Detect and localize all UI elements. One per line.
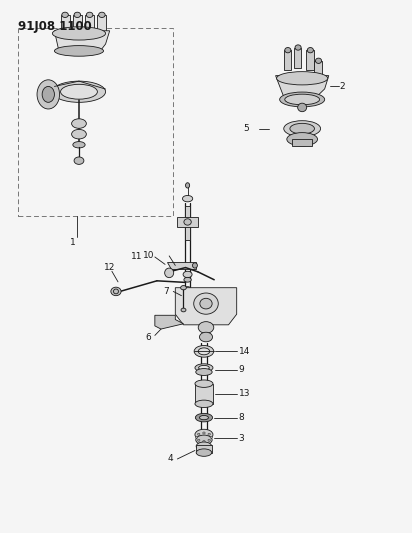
Bar	[185, 206, 190, 240]
Ellipse shape	[196, 449, 212, 456]
Ellipse shape	[198, 348, 210, 355]
Ellipse shape	[203, 440, 205, 442]
Text: 7: 7	[164, 287, 169, 296]
Bar	[85, 15, 94, 36]
Bar	[306, 50, 314, 70]
Ellipse shape	[37, 80, 60, 109]
Ellipse shape	[98, 12, 105, 18]
Ellipse shape	[276, 71, 328, 85]
Ellipse shape	[197, 439, 200, 441]
Ellipse shape	[295, 45, 301, 50]
Ellipse shape	[195, 380, 213, 387]
Ellipse shape	[287, 133, 318, 146]
Ellipse shape	[72, 119, 87, 128]
Ellipse shape	[183, 196, 193, 202]
Ellipse shape	[195, 400, 213, 408]
Text: 9: 9	[239, 366, 244, 374]
Ellipse shape	[196, 442, 212, 450]
Bar	[292, 139, 312, 146]
Text: 13: 13	[239, 389, 250, 398]
Ellipse shape	[199, 332, 213, 342]
Ellipse shape	[74, 12, 81, 18]
Bar	[97, 15, 106, 36]
Ellipse shape	[307, 47, 314, 53]
Polygon shape	[276, 76, 329, 97]
Ellipse shape	[280, 92, 325, 107]
Polygon shape	[176, 288, 236, 325]
Ellipse shape	[195, 364, 213, 372]
Ellipse shape	[195, 429, 213, 440]
Ellipse shape	[52, 81, 105, 102]
Bar	[294, 47, 301, 68]
Ellipse shape	[184, 219, 191, 225]
Ellipse shape	[199, 416, 208, 419]
Ellipse shape	[196, 435, 212, 445]
Ellipse shape	[61, 84, 97, 99]
Ellipse shape	[73, 142, 85, 148]
Ellipse shape	[210, 436, 213, 438]
Ellipse shape	[200, 298, 212, 309]
Text: 91J08 1100: 91J08 1100	[18, 20, 91, 33]
Ellipse shape	[195, 414, 213, 422]
Ellipse shape	[192, 263, 197, 268]
Bar	[18, 28, 173, 216]
Bar	[196, 445, 212, 453]
Ellipse shape	[52, 27, 105, 40]
Bar	[195, 384, 213, 404]
Ellipse shape	[184, 287, 191, 291]
Ellipse shape	[184, 277, 191, 282]
Text: 14: 14	[239, 347, 250, 356]
Ellipse shape	[111, 287, 121, 296]
Text: 8: 8	[239, 413, 244, 422]
Ellipse shape	[195, 436, 198, 438]
Ellipse shape	[290, 123, 314, 134]
Ellipse shape	[203, 432, 205, 434]
Bar	[314, 61, 322, 81]
Ellipse shape	[196, 368, 212, 375]
Text: 5: 5	[243, 124, 248, 133]
Ellipse shape	[199, 366, 209, 370]
Ellipse shape	[208, 439, 211, 441]
Ellipse shape	[185, 183, 190, 188]
Ellipse shape	[42, 86, 54, 102]
Ellipse shape	[180, 286, 186, 290]
Ellipse shape	[285, 47, 291, 53]
Text: 12: 12	[104, 263, 115, 272]
Text: 3: 3	[239, 434, 244, 443]
Polygon shape	[167, 262, 196, 269]
Ellipse shape	[165, 268, 174, 278]
Text: 6: 6	[145, 333, 151, 342]
Text: 4: 4	[168, 455, 173, 464]
Ellipse shape	[284, 120, 321, 136]
Ellipse shape	[197, 433, 200, 435]
Bar	[177, 217, 198, 227]
Ellipse shape	[285, 94, 320, 105]
Ellipse shape	[62, 12, 68, 18]
Polygon shape	[54, 31, 110, 50]
Ellipse shape	[194, 345, 214, 357]
Text: 10: 10	[143, 252, 155, 261]
Ellipse shape	[208, 433, 211, 435]
Ellipse shape	[72, 130, 87, 139]
Ellipse shape	[198, 321, 214, 333]
Ellipse shape	[297, 103, 307, 112]
Bar	[73, 15, 82, 36]
Text: 1: 1	[70, 238, 76, 247]
Text: 2: 2	[340, 82, 345, 91]
Ellipse shape	[181, 308, 186, 312]
Ellipse shape	[87, 12, 93, 18]
Polygon shape	[155, 316, 183, 329]
Ellipse shape	[194, 293, 218, 314]
Text: 11: 11	[131, 253, 143, 262]
Ellipse shape	[316, 58, 322, 63]
Ellipse shape	[183, 271, 192, 278]
Ellipse shape	[74, 157, 84, 164]
Bar	[61, 15, 70, 36]
Bar	[284, 50, 291, 70]
Ellipse shape	[54, 46, 103, 56]
